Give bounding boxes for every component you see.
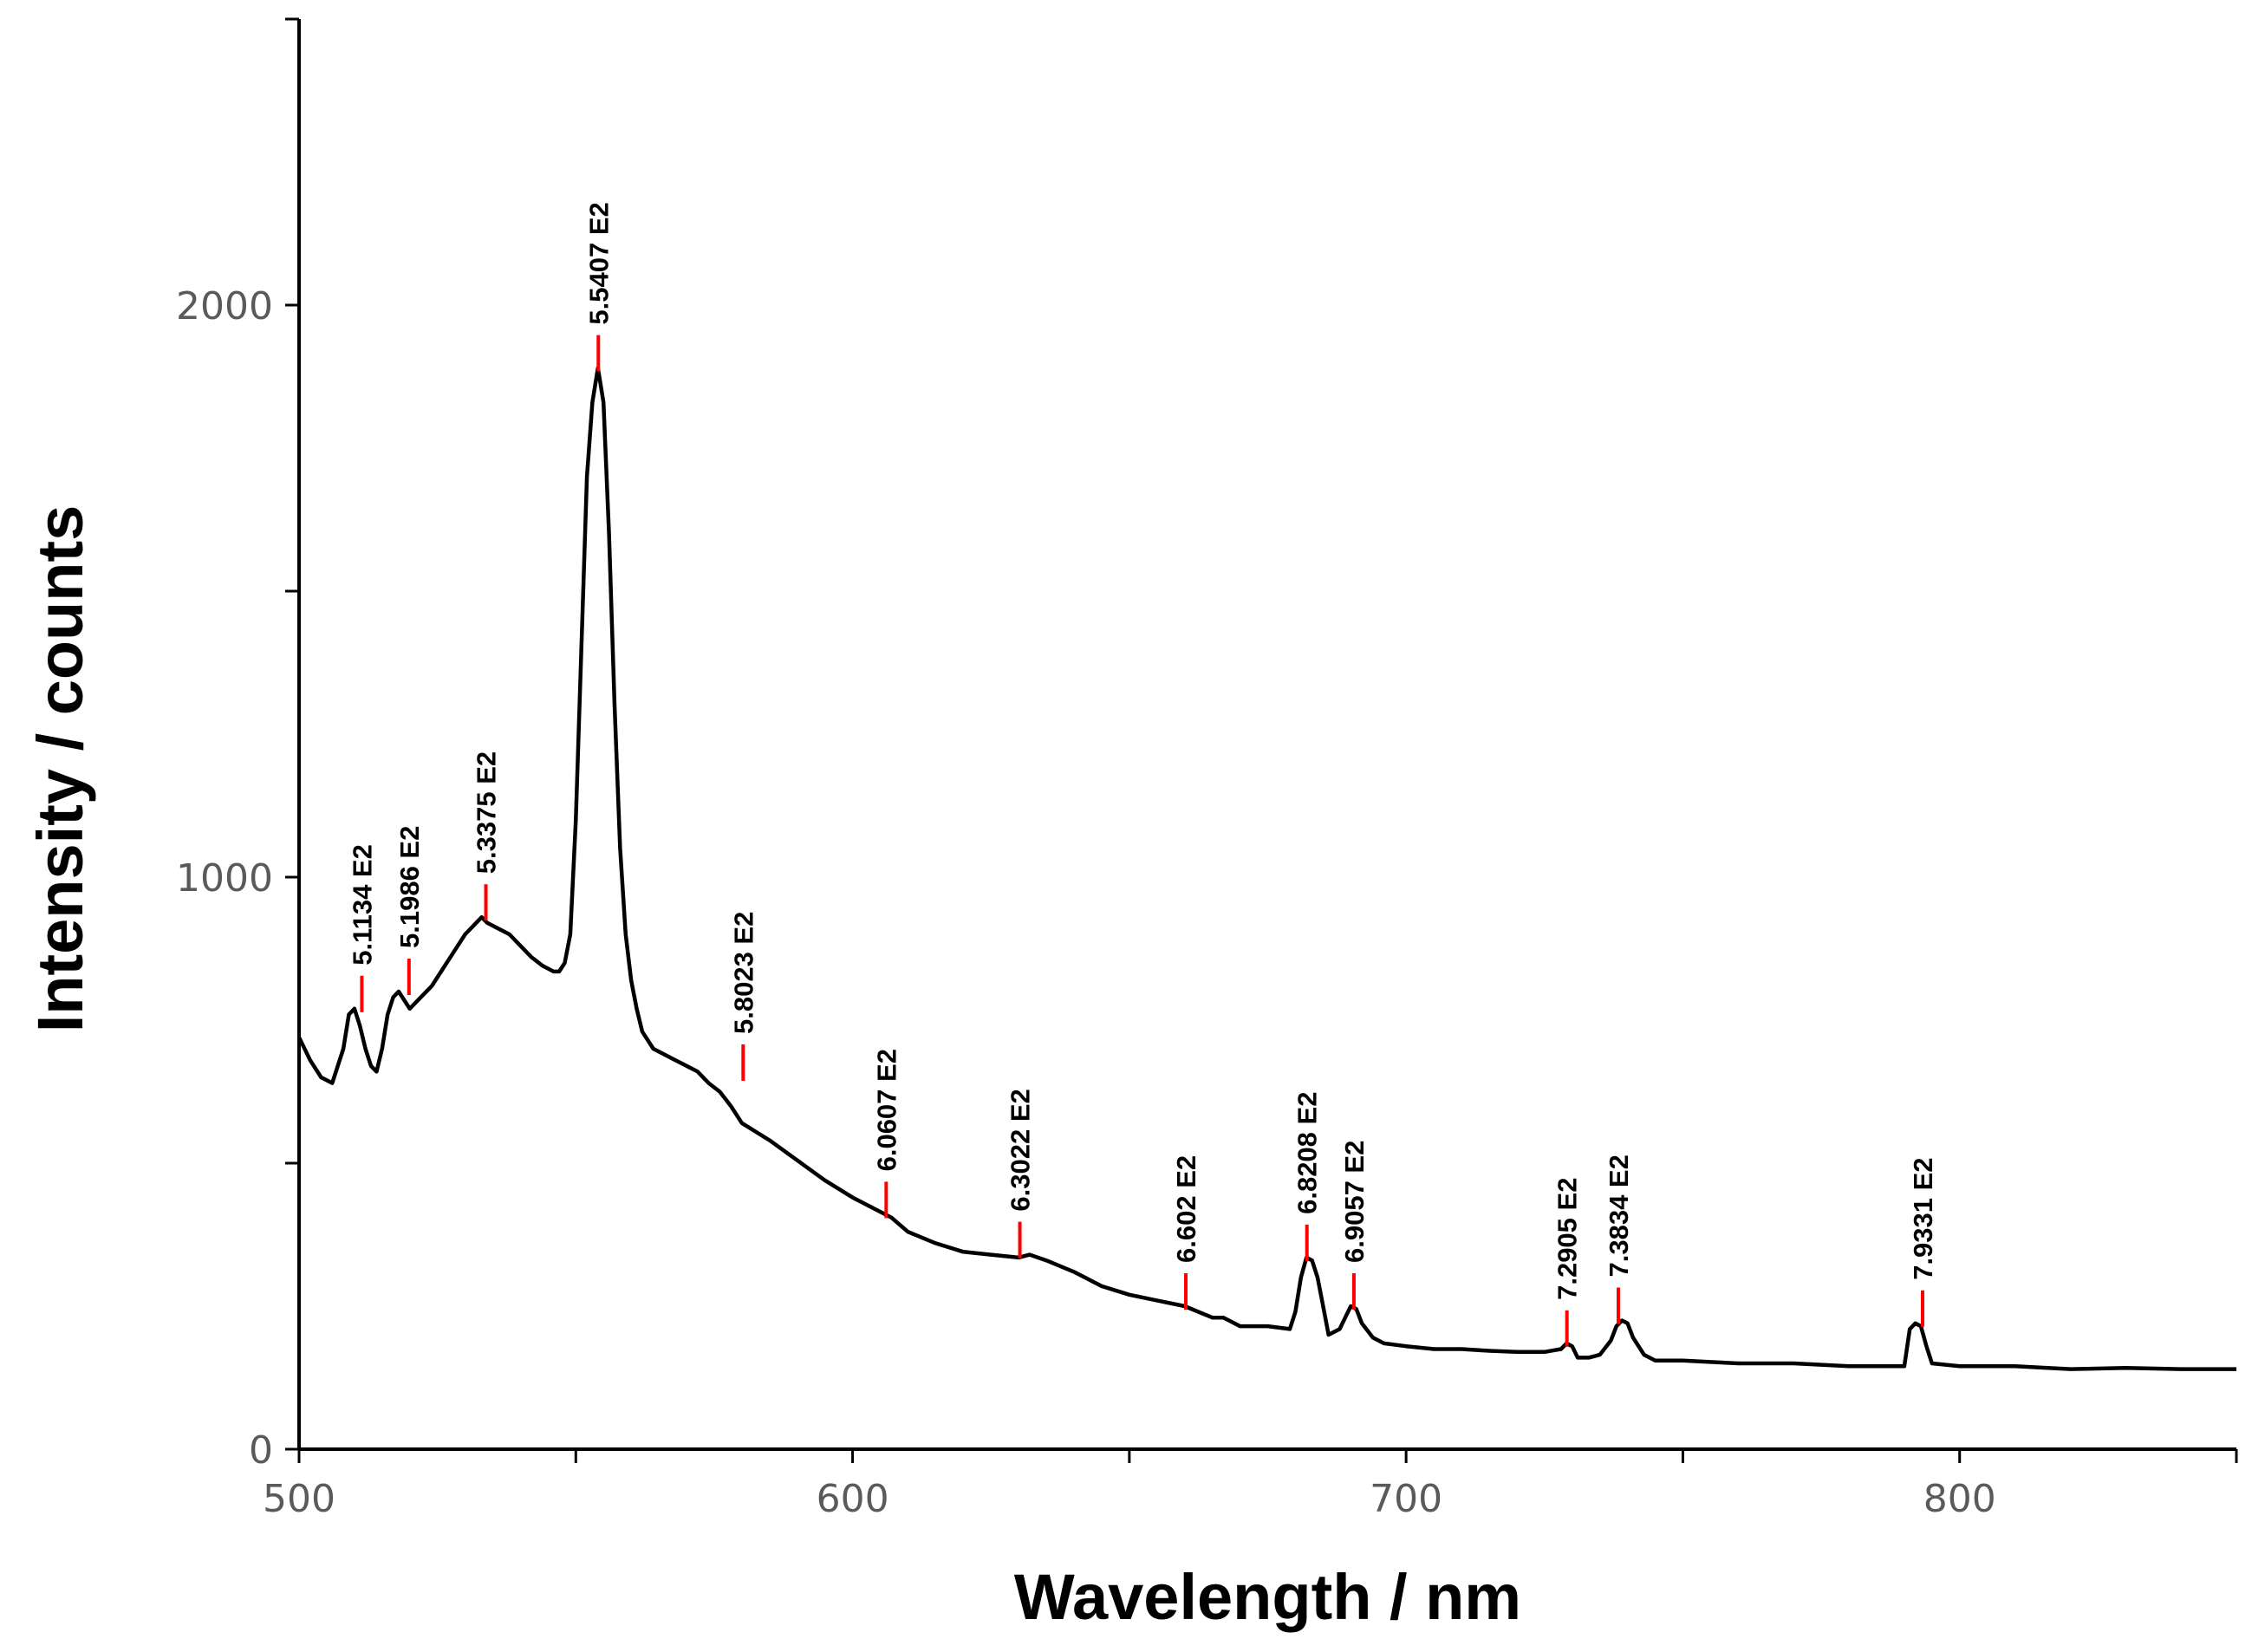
peak-label: 6.9057 E2	[1339, 1141, 1370, 1263]
series-line-spectrum	[296, 366, 2236, 1371]
y-tick-label: 1000	[176, 856, 273, 901]
peak-label: 7.3834 E2	[1604, 1154, 1634, 1277]
peak-label: 6.602 E2	[1171, 1155, 1201, 1263]
axes: 0 1000 2000 500 600 700 800	[176, 17, 2238, 1521]
x-axis-title: Wavelength / nm	[1014, 1561, 1521, 1633]
peak-label: 5.3375 E2	[472, 751, 502, 874]
peak-label: 5.1986 E2	[394, 826, 425, 948]
peak-label: 6.0607 E2	[871, 1049, 901, 1171]
peak-label: 5.8023 E2	[728, 912, 758, 1034]
peak-label: 6.8208 E2	[1292, 1092, 1323, 1214]
y-axis-title: Intensity / counts	[24, 505, 96, 1033]
x-tick-label: 500	[263, 1477, 335, 1521]
labels: Wavelength / nm Intensity / counts	[24, 505, 1521, 1633]
x-tick-label: 600	[817, 1477, 889, 1521]
peak-label: 7.9331 E2	[1908, 1157, 1938, 1279]
peak-label: 6.3022 E2	[1006, 1089, 1036, 1211]
x-tick-label: 700	[1370, 1477, 1442, 1521]
x-tick-label: 800	[1923, 1477, 1996, 1521]
y-tick-label: 0	[249, 1428, 273, 1473]
peak-label: 5.5407 E2	[583, 202, 614, 324]
peak-label: 7.2905 E2	[1552, 1178, 1583, 1300]
y-tick-label: 2000	[176, 284, 273, 328]
plot-area: 5.1134 E2 5.1986 E2 5.3375 E2 5.5407 E2 5.80…	[296, 202, 2236, 1371]
peak-label: 5.1134 E2	[347, 844, 377, 966]
